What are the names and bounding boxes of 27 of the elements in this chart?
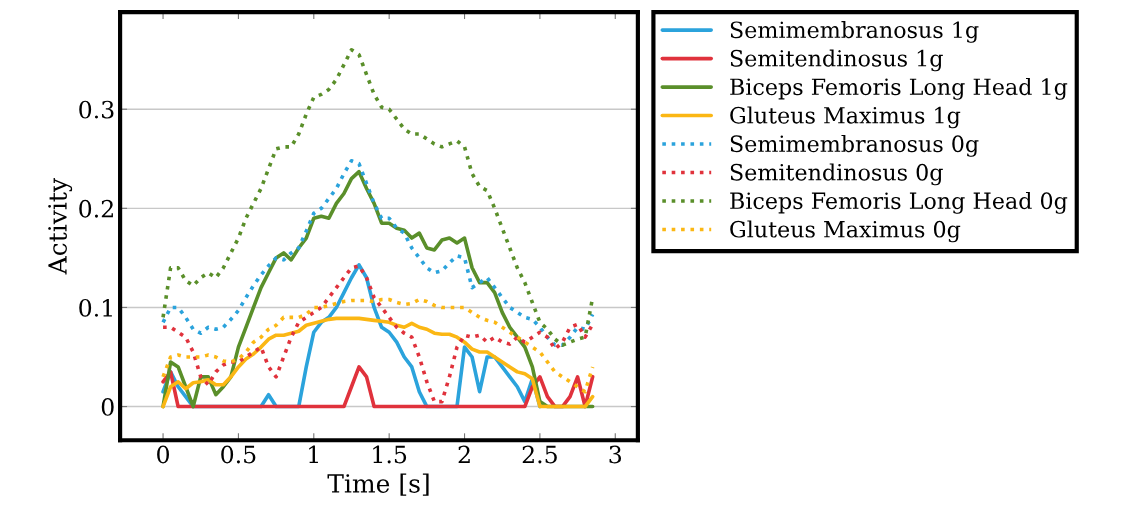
- legend-label: Semitendinosus 1g: [730, 49, 943, 72]
- x-tick-label: 2.5: [522, 445, 557, 464]
- x-tick-label: 1: [309, 445, 318, 464]
- line-series: [161, 316, 595, 409]
- legend-label: Semimembranosus 0g: [730, 134, 979, 157]
- line-series: [161, 365, 595, 409]
- y-tick-label: 0: [101, 398, 114, 416]
- legend-label: Semitendinosus 0g: [730, 163, 943, 186]
- legend-label: Semimembranosus 1g: [730, 20, 979, 43]
- x-axis-title: Time [s]: [327, 473, 429, 496]
- line-series: [161, 47, 595, 347]
- x-tick-label: 0: [157, 445, 169, 464]
- legend-label: Biceps Femoris Long Head 0g: [730, 191, 1068, 214]
- line-series: [161, 264, 595, 404]
- x-tick-label: 3: [609, 445, 622, 464]
- y-axis-title: Activity: [48, 178, 73, 275]
- y-tick-label: 0.2: [79, 199, 113, 218]
- line-series: [161, 158, 595, 347]
- legend-label: Gluteus Maximus 1g: [730, 106, 961, 129]
- y-tick-label: 0.1: [79, 298, 112, 317]
- line-series: [161, 297, 595, 394]
- x-tick-label: 0.5: [221, 445, 256, 464]
- y-tick-label: 0.3: [79, 100, 114, 119]
- legend-label: Gluteus Maximus 0g: [730, 220, 961, 243]
- x-tick-label: 1.5: [373, 445, 407, 464]
- x-tick-label: 2: [458, 445, 470, 464]
- legend-label: Biceps Femoris Long Head 1g: [730, 77, 1068, 100]
